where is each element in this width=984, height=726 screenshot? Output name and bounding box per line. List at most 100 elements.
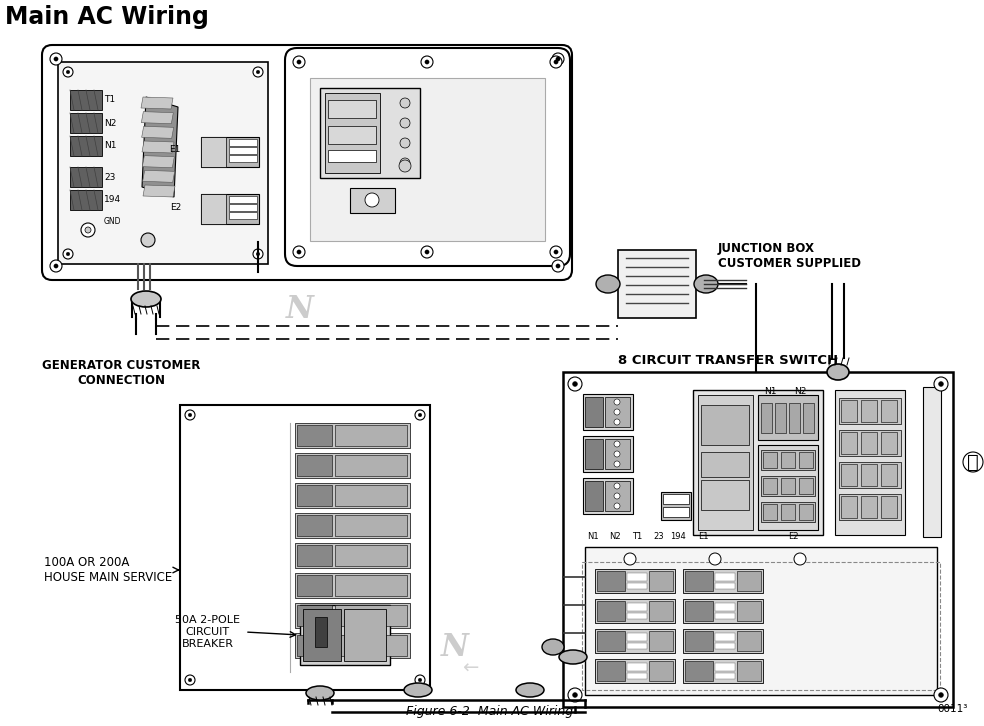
Bar bbox=[583, 478, 633, 514]
Ellipse shape bbox=[542, 639, 564, 655]
Circle shape bbox=[614, 503, 620, 509]
Bar bbox=[683, 569, 763, 593]
Bar bbox=[328, 100, 376, 118]
Bar bbox=[761, 476, 815, 496]
Bar bbox=[229, 212, 257, 219]
Bar bbox=[737, 631, 761, 651]
Bar bbox=[344, 609, 386, 661]
Bar bbox=[701, 405, 749, 445]
Circle shape bbox=[185, 675, 195, 685]
Bar bbox=[839, 398, 901, 424]
Bar bbox=[303, 609, 341, 661]
Text: E2: E2 bbox=[170, 203, 181, 211]
Bar bbox=[683, 659, 763, 683]
Text: 50A 2-POLE
CIRCUIT
BREAKER: 50A 2-POLE CIRCUIT BREAKER bbox=[175, 616, 240, 648]
Bar bbox=[737, 601, 761, 621]
Circle shape bbox=[614, 483, 620, 489]
Bar bbox=[582, 562, 940, 690]
Circle shape bbox=[614, 441, 620, 447]
Circle shape bbox=[552, 53, 564, 65]
Bar bbox=[661, 492, 691, 520]
Bar bbox=[763, 478, 777, 494]
Circle shape bbox=[794, 553, 806, 565]
Bar bbox=[583, 436, 633, 472]
Bar bbox=[693, 390, 823, 535]
Bar bbox=[698, 395, 753, 530]
Bar bbox=[597, 601, 625, 621]
Bar bbox=[861, 496, 877, 518]
Circle shape bbox=[400, 158, 410, 168]
Text: N1: N1 bbox=[104, 142, 116, 150]
Bar bbox=[627, 573, 647, 581]
Bar bbox=[229, 139, 257, 146]
Polygon shape bbox=[143, 155, 174, 168]
Circle shape bbox=[415, 410, 425, 420]
Bar bbox=[295, 543, 410, 568]
Text: E1: E1 bbox=[698, 532, 708, 541]
Bar bbox=[295, 573, 410, 598]
Circle shape bbox=[415, 675, 425, 685]
Circle shape bbox=[550, 246, 562, 258]
FancyBboxPatch shape bbox=[42, 45, 572, 280]
Bar bbox=[763, 504, 777, 520]
Text: 100A OR 200A
HOUSE MAIN SERVICE: 100A OR 200A HOUSE MAIN SERVICE bbox=[43, 556, 172, 584]
Bar bbox=[180, 405, 430, 690]
Bar bbox=[841, 464, 857, 486]
Text: N: N bbox=[441, 632, 469, 664]
Bar bbox=[70, 136, 102, 156]
Bar bbox=[297, 485, 332, 506]
Bar bbox=[715, 573, 735, 581]
Bar bbox=[685, 571, 713, 591]
Bar bbox=[297, 515, 332, 536]
Circle shape bbox=[573, 382, 578, 386]
Circle shape bbox=[614, 419, 620, 425]
Bar bbox=[328, 150, 376, 162]
Bar bbox=[649, 631, 673, 651]
Bar bbox=[701, 480, 749, 510]
Bar bbox=[335, 635, 407, 656]
Bar bbox=[595, 569, 675, 593]
Bar bbox=[799, 478, 813, 494]
Bar bbox=[627, 643, 647, 649]
Bar bbox=[683, 599, 763, 623]
Circle shape bbox=[253, 249, 263, 259]
Circle shape bbox=[934, 688, 948, 702]
Bar bbox=[627, 583, 647, 589]
Bar bbox=[839, 494, 901, 520]
Bar bbox=[835, 390, 905, 535]
Text: ⏚: ⏚ bbox=[967, 452, 979, 471]
Bar bbox=[685, 661, 713, 681]
Bar bbox=[861, 464, 877, 486]
Bar bbox=[229, 147, 257, 154]
Circle shape bbox=[63, 249, 73, 259]
Bar bbox=[618, 250, 696, 318]
Bar bbox=[685, 601, 713, 621]
Bar bbox=[881, 496, 897, 518]
Circle shape bbox=[425, 250, 429, 254]
Circle shape bbox=[934, 377, 948, 391]
Bar bbox=[297, 545, 332, 566]
Bar bbox=[201, 137, 259, 167]
Text: Figure 6-2  Main AC Wiring: Figure 6-2 Main AC Wiring bbox=[406, 705, 574, 718]
Bar bbox=[328, 126, 376, 144]
Bar bbox=[605, 397, 630, 427]
Bar bbox=[297, 425, 332, 446]
Circle shape bbox=[256, 252, 260, 256]
Circle shape bbox=[50, 53, 62, 65]
Text: N: N bbox=[286, 295, 314, 325]
Bar bbox=[300, 605, 390, 665]
Circle shape bbox=[85, 227, 91, 233]
Ellipse shape bbox=[404, 683, 432, 697]
Bar bbox=[781, 504, 795, 520]
Circle shape bbox=[66, 70, 70, 74]
Text: 194: 194 bbox=[104, 195, 121, 205]
Circle shape bbox=[552, 260, 564, 272]
Circle shape bbox=[614, 409, 620, 415]
Circle shape bbox=[556, 264, 560, 268]
Ellipse shape bbox=[559, 650, 587, 664]
Circle shape bbox=[568, 688, 582, 702]
Circle shape bbox=[253, 67, 263, 77]
Polygon shape bbox=[142, 141, 174, 153]
Circle shape bbox=[399, 160, 411, 172]
Bar bbox=[325, 93, 380, 173]
